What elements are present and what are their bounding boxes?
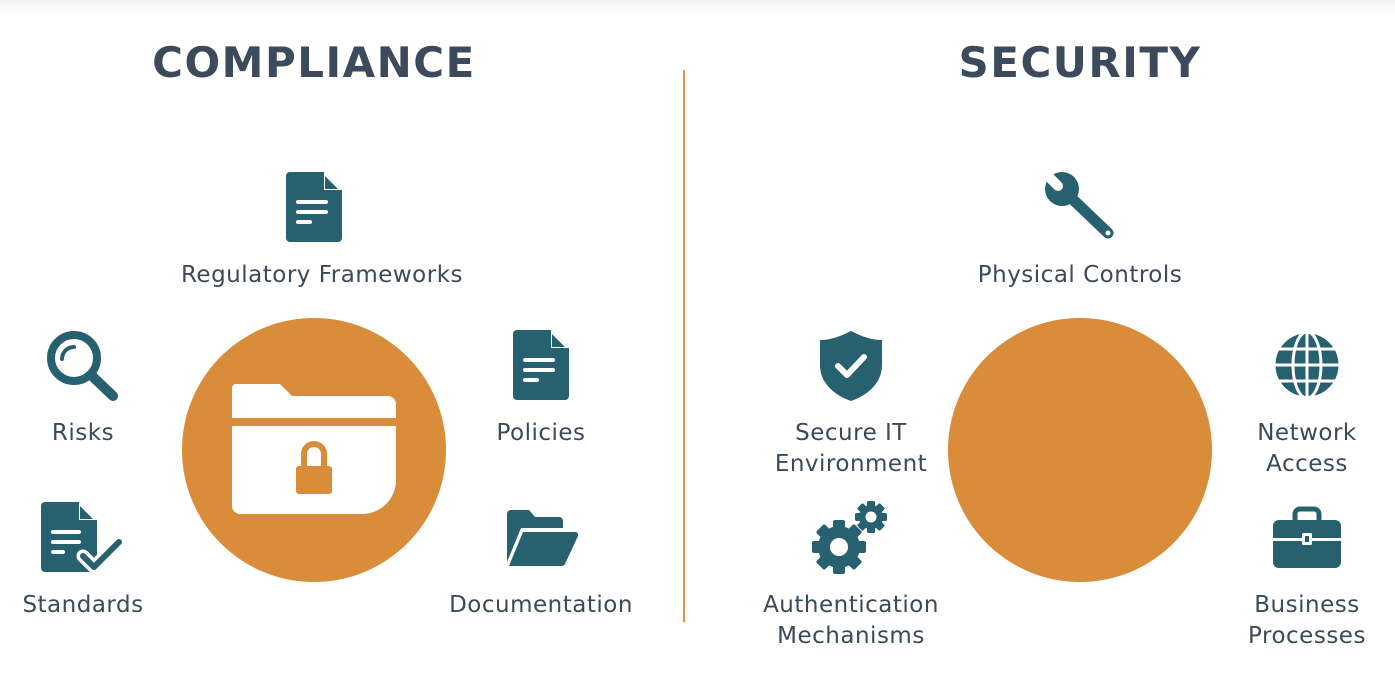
label-business-processes-line-2: Processes	[1248, 623, 1366, 649]
label-network-access: Network Access	[1224, 418, 1390, 480]
document-icon	[284, 170, 344, 244]
label-physical-controls: Physical Controls	[977, 262, 1183, 288]
compliance-title: COMPLIANCE	[152, 38, 476, 87]
compliance-center-circle	[182, 318, 446, 582]
security-title: SECURITY	[958, 38, 1202, 87]
label-business-processes: Business Processes	[1224, 590, 1390, 652]
document-checkmark-icon	[39, 500, 125, 576]
security-center-circle	[948, 318, 1212, 582]
label-secure-it-environment-line-2: Environment	[774, 451, 928, 477]
center-divider	[683, 70, 685, 622]
label-risks: Risks	[51, 420, 115, 446]
locked-folder-icon	[228, 382, 400, 516]
label-network-access-line-1: Network	[1257, 420, 1357, 446]
label-business-processes-line-1: Business	[1254, 592, 1360, 618]
top-strip	[0, 0, 1395, 14]
label-secure-it-environment: Secure IT Environment	[748, 418, 954, 480]
label-regulatory-frameworks: Regulatory Frameworks	[180, 262, 464, 288]
label-policies: Policies	[496, 420, 586, 446]
briefcase-icon	[1271, 506, 1343, 570]
document-icon	[511, 328, 571, 402]
magnifier-icon	[44, 329, 120, 403]
shield-check-icon	[818, 329, 884, 403]
open-folder-icon	[503, 508, 579, 568]
label-authentication-mechanisms-line-2: Mechanisms	[777, 623, 925, 649]
globe-icon	[1272, 330, 1342, 400]
wrench-icon	[1042, 170, 1118, 244]
label-secure-it-environment-line-1: Secure IT	[795, 420, 907, 446]
label-network-access-line-2: Access	[1266, 451, 1348, 477]
label-standards: Standards	[22, 592, 144, 618]
label-authentication-mechanisms: Authentication Mechanisms	[736, 590, 966, 652]
label-documentation: Documentation	[449, 592, 633, 618]
label-authentication-mechanisms-line-1: Authentication	[763, 592, 939, 618]
gears-icon	[812, 500, 892, 576]
